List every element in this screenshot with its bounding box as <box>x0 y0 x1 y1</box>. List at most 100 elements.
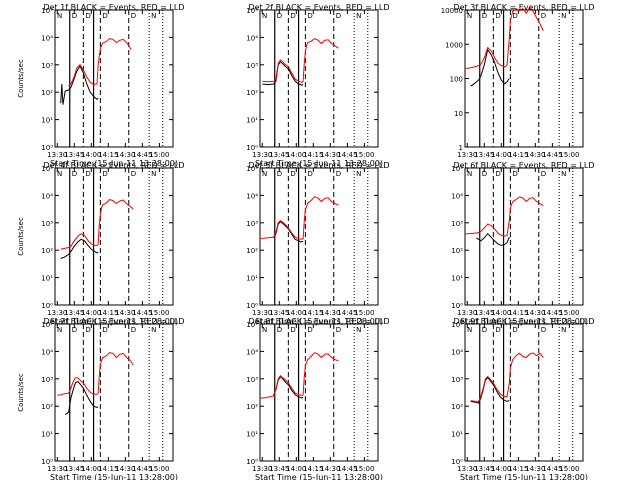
marker-label: D <box>495 170 500 178</box>
x-tick-label: 13:45 <box>474 465 494 473</box>
x-tick-label: 14:30 <box>115 309 135 317</box>
y-tick-label: 10³ <box>41 62 53 70</box>
y-tick-label: 10² <box>41 89 53 97</box>
y-tick-label: 10¹ <box>246 275 258 283</box>
y-tick-label: 10⁵ <box>41 7 53 15</box>
marker-label: D <box>541 170 546 178</box>
marker-label: D <box>495 12 500 20</box>
y-tick-label: 10⁰ <box>41 144 53 152</box>
x-tick-label: 14:45 <box>337 465 357 473</box>
marker-label: N <box>356 170 361 178</box>
series-events-line <box>476 232 510 246</box>
chart-panel-7: N D D D D N10⁰10¹10²10³10⁴10⁵13:3013:4514:001… <box>17 317 185 480</box>
y-tick-label: 10 <box>454 110 463 118</box>
plot-frame <box>464 9 584 148</box>
marker-label: D <box>85 170 90 178</box>
chart-panel-8: N D D D D N10⁰10¹10²10³10⁴10⁵13:3013:4514:001… <box>246 317 389 480</box>
marker-label: N <box>57 326 62 334</box>
chart-title: Det 7f BLACK = Events, RED = LLD <box>43 317 184 326</box>
series-lld-line <box>470 352 544 402</box>
y-tick-label: 10¹ <box>41 275 53 283</box>
y-tick-label: 10¹ <box>41 431 53 439</box>
y-tick-label: 10⁰ <box>451 302 463 310</box>
marker-label: N <box>561 12 566 20</box>
x-tick-label: 14:00 <box>81 151 101 159</box>
x-tick-label: 14:15 <box>303 309 323 317</box>
y-tick-label: 10³ <box>246 376 258 384</box>
series-lld-line <box>465 196 544 237</box>
y-tick-label: 10³ <box>246 62 258 70</box>
x-tick-label: 14:30 <box>320 309 340 317</box>
marker-label: D <box>102 170 107 178</box>
chart-title: Det 2f BLACK = Events, RED = LLD <box>248 3 389 12</box>
y-axis-label: Counts/sec <box>17 217 25 256</box>
y-tick-label: 1000 <box>445 41 463 49</box>
y-tick-label: 10² <box>451 247 463 255</box>
x-tick-label: 14:00 <box>81 309 101 317</box>
chart-panel-2: N D D D D N10⁰10¹10²10³10⁴10⁵13:3013:4514:001… <box>246 3 389 168</box>
chart-title: Det 5f BLACK = Events, RED = LLD <box>248 161 389 170</box>
y-tick-label: 10¹ <box>246 431 258 439</box>
y-tick-label: 10⁵ <box>41 165 53 173</box>
marker-label: N <box>356 12 361 20</box>
series-lld-line <box>259 196 339 240</box>
y-tick-label: 10⁵ <box>246 165 258 173</box>
x-axis-label: Start Time (15-Jun-11 13:28:00) <box>255 159 383 168</box>
plot-frame <box>54 167 174 306</box>
x-tick-label: 14:30 <box>525 465 545 473</box>
y-tick-label: 10³ <box>41 376 53 384</box>
x-tick-label: 13:45 <box>269 465 289 473</box>
x-axis-label: Start Time (15-Jun-11 13:28:00) <box>50 317 178 326</box>
series-events-line <box>470 376 510 404</box>
series-events-line <box>262 60 304 86</box>
plot-frame <box>259 323 379 462</box>
marker-label: D <box>495 326 500 334</box>
marker-label: D <box>72 326 77 334</box>
marker-label: D <box>131 170 136 178</box>
marker-label: D <box>482 326 487 334</box>
x-tick-label: 14:30 <box>115 465 135 473</box>
series-lld-line <box>60 199 134 250</box>
marker-label: D <box>307 326 312 334</box>
series-lld-line <box>262 38 339 83</box>
chart-panel-5: N D D D D N10⁰10¹10²10³10⁴10⁵13:3013:4514:001… <box>246 161 389 326</box>
x-tick-label: 13:30 <box>47 151 67 159</box>
y-tick-label: 10¹ <box>246 117 258 125</box>
y-tick-label: 10⁰ <box>41 302 53 310</box>
marker-label: N <box>262 170 267 178</box>
marker-label: D <box>290 170 295 178</box>
marker-label: D <box>131 326 136 334</box>
x-tick-label: 14:45 <box>337 309 357 317</box>
marker-label: D <box>541 12 546 20</box>
marker-label: N <box>151 326 156 334</box>
x-tick-label: 14:00 <box>286 151 306 159</box>
x-tick-label: 14:30 <box>320 151 340 159</box>
chart-panel-1: N D D D D N10⁰10¹10²10³10⁴10⁵13:3013:4514:001… <box>17 3 185 168</box>
chart-title: Det 4f BLACK = Events, RED = LLD <box>43 161 184 170</box>
x-tick-label: 15:00 <box>354 465 374 473</box>
marker-label: D <box>482 170 487 178</box>
x-tick-label: 14:30 <box>115 151 135 159</box>
y-axis-label: Counts/sec <box>17 373 25 412</box>
marker-label: D <box>512 326 517 334</box>
chart-title: Det 1f BLACK = Events, RED = LLD <box>43 3 184 12</box>
y-tick-label: 10⁵ <box>451 321 463 329</box>
y-tick-label: 10² <box>246 89 258 97</box>
x-tick-label: 15:00 <box>559 309 579 317</box>
x-tick-label: 14:30 <box>525 151 545 159</box>
marker-label: D <box>85 12 90 20</box>
chart-title: Det 3f BLACK = Events, RED = LLD <box>453 3 594 12</box>
x-axis-label: Start Time (15-Jun-11 13:28:00) <box>460 473 588 480</box>
x-tick-label: 13:45 <box>64 151 84 159</box>
x-tick-label: 13:30 <box>252 309 272 317</box>
marker-label: D <box>512 170 517 178</box>
y-tick-label: 10⁴ <box>246 192 258 200</box>
marker-label: N <box>57 170 62 178</box>
y-tick-label: 10⁰ <box>246 144 258 152</box>
x-axis-label: Start Time (15-Jun-11 13:28:00) <box>50 159 178 168</box>
marker-label: D <box>277 12 282 20</box>
y-tick-label: 10⁵ <box>246 7 258 15</box>
marker-label: N <box>356 326 361 334</box>
x-tick-label: 15:00 <box>354 151 374 159</box>
x-tick-label: 14:30 <box>525 309 545 317</box>
